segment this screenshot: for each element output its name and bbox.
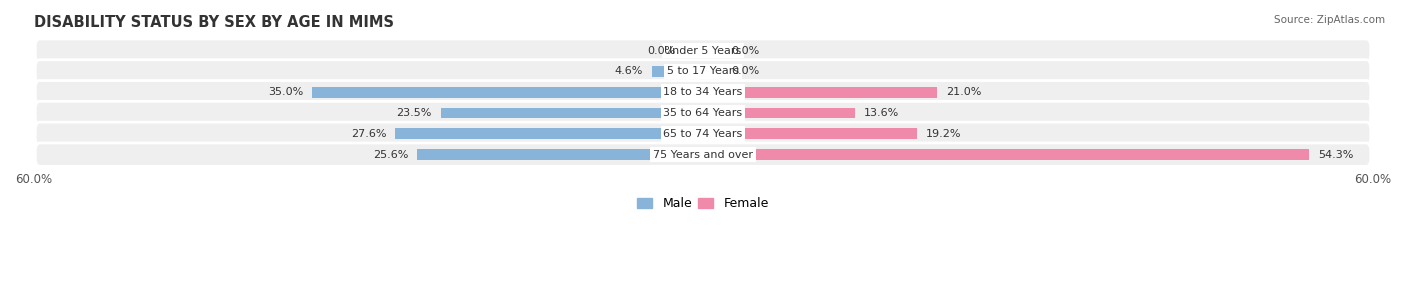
Bar (395, 128, 703, 139)
Bar (418, 149, 703, 160)
FancyBboxPatch shape (35, 81, 1371, 104)
Text: 75 Years and over: 75 Years and over (652, 150, 754, 160)
Text: 35 to 64 Years: 35 to 64 Years (664, 108, 742, 118)
Bar (703, 149, 1309, 160)
Text: 0.0%: 0.0% (647, 45, 675, 56)
Text: 5 to 17 Years: 5 to 17 Years (666, 66, 740, 76)
Text: 23.5%: 23.5% (396, 108, 432, 118)
FancyBboxPatch shape (35, 143, 1371, 166)
Text: Source: ZipAtlas.com: Source: ZipAtlas.com (1274, 15, 1385, 25)
Text: 19.2%: 19.2% (927, 129, 962, 139)
Text: Under 5 Years: Under 5 Years (665, 45, 741, 56)
Legend: Male, Female: Male, Female (633, 192, 773, 215)
Bar (703, 87, 938, 98)
Text: 21.0%: 21.0% (946, 87, 981, 97)
FancyBboxPatch shape (35, 122, 1371, 145)
FancyBboxPatch shape (35, 101, 1371, 125)
Bar (703, 108, 855, 118)
Text: 25.6%: 25.6% (373, 150, 409, 160)
Text: 0.0%: 0.0% (731, 45, 759, 56)
Bar (441, 108, 703, 118)
Bar (651, 66, 703, 77)
Text: 27.6%: 27.6% (350, 129, 387, 139)
Text: 54.3%: 54.3% (1317, 150, 1353, 160)
Bar (312, 87, 703, 98)
FancyBboxPatch shape (35, 60, 1371, 83)
FancyBboxPatch shape (35, 39, 1371, 62)
Bar (703, 128, 917, 139)
Text: 18 to 34 Years: 18 to 34 Years (664, 87, 742, 97)
Text: 13.6%: 13.6% (863, 108, 898, 118)
Text: 0.0%: 0.0% (731, 66, 759, 76)
Text: DISABILITY STATUS BY SEX BY AGE IN MIMS: DISABILITY STATUS BY SEX BY AGE IN MIMS (34, 15, 394, 30)
Text: 35.0%: 35.0% (269, 87, 304, 97)
Text: 4.6%: 4.6% (614, 66, 643, 76)
Text: 65 to 74 Years: 65 to 74 Years (664, 129, 742, 139)
